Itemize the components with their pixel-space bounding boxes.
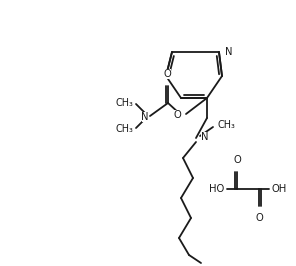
Text: CH₃: CH₃ <box>217 120 235 130</box>
Text: O: O <box>233 155 241 165</box>
Text: O: O <box>255 213 263 223</box>
Text: HO: HO <box>209 184 224 194</box>
Text: OH: OH <box>271 184 286 194</box>
Text: CH₃: CH₃ <box>115 98 133 108</box>
Text: N: N <box>201 132 208 142</box>
Text: O: O <box>163 69 171 79</box>
Text: N: N <box>225 47 232 57</box>
Text: N: N <box>141 112 149 122</box>
Text: CH₃: CH₃ <box>115 124 133 134</box>
Text: O: O <box>173 110 181 120</box>
